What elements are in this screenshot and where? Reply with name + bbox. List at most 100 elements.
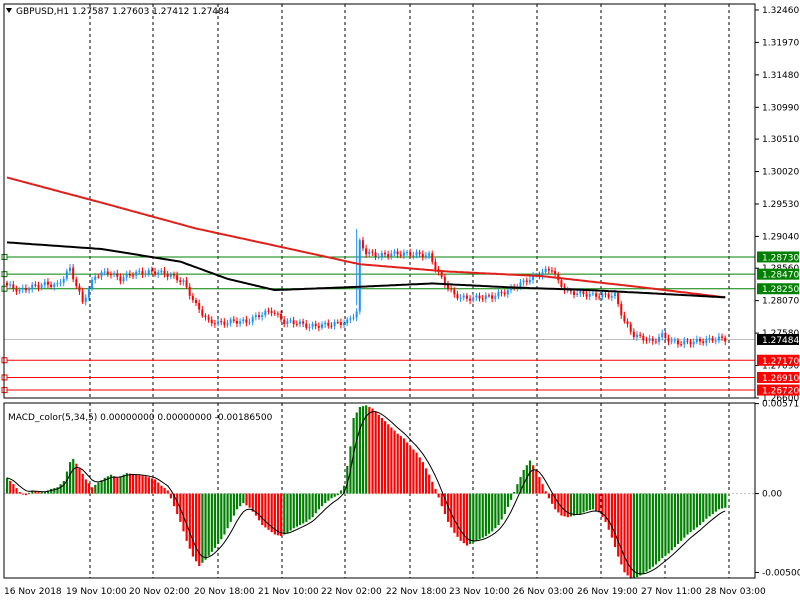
macd-bar: [409, 446, 412, 494]
candle-body: [321, 324, 323, 328]
candle-body: [91, 279, 94, 289]
macd-bar: [336, 493, 339, 496]
candle-body: [651, 338, 654, 342]
candle-body: [541, 272, 544, 277]
candle-body: [491, 295, 494, 299]
macd-bar: [286, 493, 289, 533]
candle-body: [295, 323, 298, 325]
candle-body: [588, 294, 591, 297]
macd-bar: [607, 493, 610, 530]
y-tick-label: 1.28070: [762, 297, 799, 307]
macd-bar: [406, 442, 409, 494]
macd-bar: [654, 493, 658, 565]
macd-y-tick-label: 0.005711: [762, 400, 800, 410]
candle-body: [368, 251, 371, 255]
macd-bar: [245, 493, 248, 506]
macd-bar: [443, 493, 447, 515]
y-tick-label: 1.29530: [762, 200, 799, 210]
candle-body: [24, 287, 27, 291]
candle-body: [689, 341, 692, 345]
candle-body: [465, 295, 468, 299]
candle-body: [46, 281, 49, 285]
candle-body: [579, 291, 582, 294]
candle-body: [182, 280, 185, 283]
macd-bar: [191, 493, 195, 557]
candle-body: [421, 253, 424, 258]
candle-body: [34, 284, 37, 286]
macd-bar: [59, 484, 62, 494]
candle-body: [258, 315, 260, 318]
macd-bar: [566, 493, 569, 518]
candle-body: [406, 252, 409, 254]
macd-bar: [714, 493, 717, 512]
macd-bar: [421, 462, 424, 494]
macd-bar: [519, 477, 522, 494]
candle-body: [358, 240, 361, 312]
candle-body: [220, 321, 223, 323]
macd-bar: [393, 430, 396, 494]
candle-body: [163, 270, 166, 275]
macd-bar: [377, 414, 380, 494]
symbol-dropdown-icon[interactable]: [6, 8, 12, 13]
candle-body: [235, 320, 238, 324]
x-tick-label: 28 Nov 03:00: [705, 587, 766, 597]
resistance-level-price-label: 1.26720: [762, 387, 799, 397]
candle-body: [717, 336, 720, 341]
macd-bar: [402, 438, 406, 494]
candle-body: [384, 252, 386, 255]
candle-body: [210, 319, 213, 324]
macd-bar: [462, 493, 465, 544]
macd-bar: [53, 488, 56, 494]
candle-body: [497, 292, 500, 297]
macd-bar: [673, 493, 676, 548]
candle-body: [12, 284, 15, 289]
macd-bar: [302, 493, 305, 524]
candle-body: [147, 270, 150, 274]
macd-bar: [72, 458, 75, 494]
macd-bar: [235, 493, 239, 510]
candle-body: [544, 268, 547, 273]
macd-bar: [579, 493, 582, 515]
macd-bar: [12, 484, 15, 494]
y-tick-label: 1.29040: [762, 232, 799, 242]
candle-body: [176, 275, 179, 281]
resistance-level-price-label: 1.26910: [762, 374, 799, 384]
macd-bar: [298, 493, 302, 526]
x-tick-label: 22 Nov 18:00: [386, 587, 447, 597]
support-level-price-box: [757, 251, 799, 263]
support-level-price-label: 1.28730: [762, 253, 799, 263]
candle-body: [292, 320, 295, 324]
macd-bar: [207, 493, 210, 556]
macd-bar: [604, 493, 607, 522]
candle-body: [636, 334, 638, 338]
macd-bar: [327, 493, 330, 501]
candle-body: [450, 288, 453, 290]
candle-body: [632, 331, 635, 338]
macd-bar: [510, 493, 513, 500]
macd-bar: [37, 491, 40, 494]
candle-body: [273, 312, 276, 314]
macd-bar: [264, 493, 267, 528]
macd-bar: [506, 493, 510, 507]
candle-body: [198, 302, 201, 310]
macd-bar: [258, 493, 261, 521]
candle-body: [226, 323, 229, 325]
macd-bar: [125, 473, 128, 494]
macd-bar: [15, 488, 18, 494]
candle-body: [109, 274, 112, 276]
macd-bar: [28, 492, 31, 494]
candle-body: [261, 315, 264, 318]
macd-bar: [484, 493, 487, 537]
candle-body: [371, 251, 374, 253]
macd-bar: [692, 493, 695, 530]
macd-bar: [686, 493, 689, 535]
macd-bar: [100, 480, 103, 494]
candle-body: [336, 322, 339, 324]
macd-bar: [626, 493, 629, 576]
x-tick-label: 21 Nov 10:00: [258, 587, 319, 597]
macd-bar: [658, 493, 661, 562]
candle-body: [617, 293, 620, 305]
candle-body: [217, 321, 220, 325]
candle-body: [443, 276, 446, 285]
